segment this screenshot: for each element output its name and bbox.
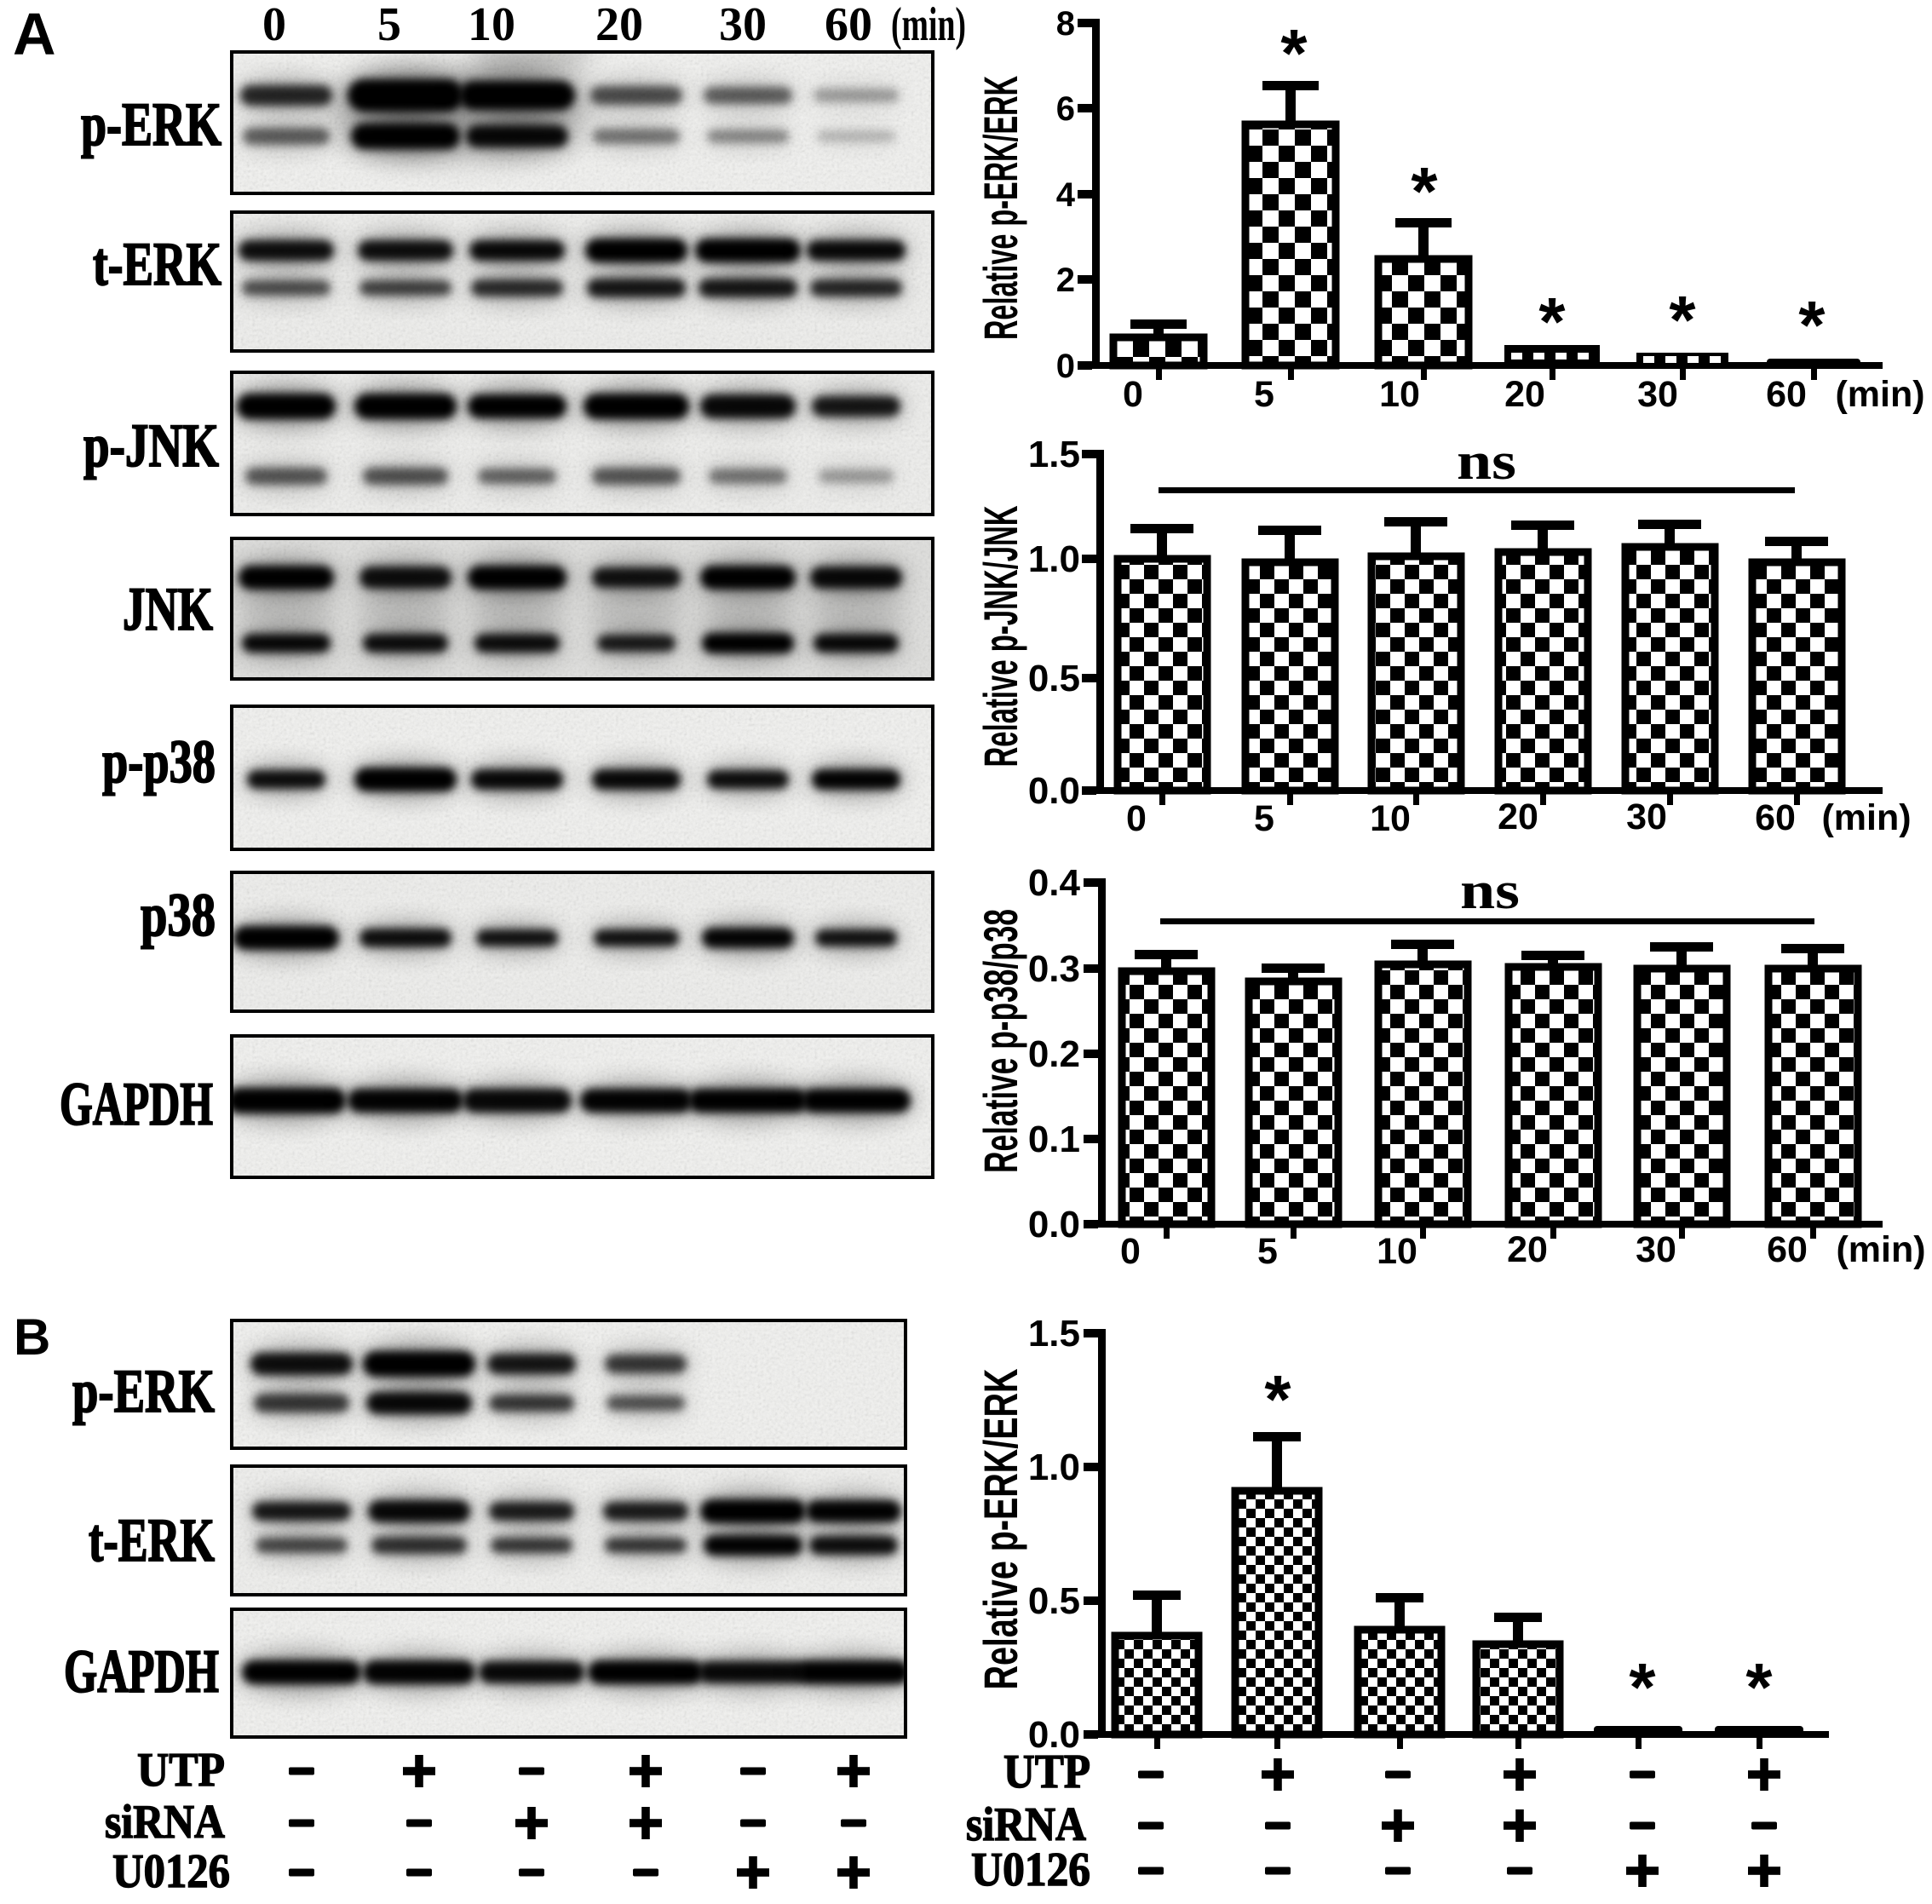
svg-text:60: 60 xyxy=(1766,374,1807,415)
svg-text:0: 0 xyxy=(1123,374,1143,415)
svg-text:0: 0 xyxy=(262,0,286,51)
svg-text:5: 5 xyxy=(1257,1231,1278,1272)
svg-text:B: B xyxy=(14,1309,50,1366)
svg-text:U0126: U0126 xyxy=(971,1844,1090,1896)
svg-text:1.0: 1.0 xyxy=(1028,1447,1080,1488)
svg-text:10: 10 xyxy=(468,0,515,51)
svg-text:0.4: 0.4 xyxy=(1028,862,1081,904)
svg-text:t-ERK: t-ERK xyxy=(89,1506,215,1574)
svg-text:t-ERK: t-ERK xyxy=(93,230,221,298)
svg-text:Relative p-p38/p38: Relative p-p38/p38 xyxy=(974,909,1027,1173)
svg-text:0.5: 0.5 xyxy=(1028,1580,1080,1622)
svg-text:A: A xyxy=(13,1,56,67)
svg-text:UTP: UTP xyxy=(137,1744,225,1797)
svg-text:5: 5 xyxy=(377,0,401,51)
svg-text:siRNA: siRNA xyxy=(966,1798,1086,1851)
svg-text:2: 2 xyxy=(1056,262,1075,299)
svg-text:5: 5 xyxy=(1254,798,1274,839)
svg-text:*: * xyxy=(1264,1361,1291,1437)
svg-text:0.5: 0.5 xyxy=(1028,658,1080,699)
svg-text:10: 10 xyxy=(1370,798,1411,839)
svg-text:20: 20 xyxy=(1498,797,1538,837)
svg-text:60: 60 xyxy=(825,0,872,51)
svg-text:JNK: JNK xyxy=(123,575,213,643)
svg-text:10: 10 xyxy=(1377,1231,1417,1272)
svg-text:ns: ns xyxy=(1457,433,1516,491)
svg-text:*: * xyxy=(1745,1649,1773,1725)
svg-text:Relative p-ERK/ERK: Relative p-ERK/ERK xyxy=(974,1369,1027,1690)
svg-text:(min): (min) xyxy=(891,0,966,51)
svg-text:0: 0 xyxy=(1126,798,1147,839)
svg-text:GAPDH: GAPDH xyxy=(60,1070,213,1138)
svg-text:(min): (min) xyxy=(1836,1229,1925,1270)
svg-text:*: * xyxy=(1280,15,1308,91)
svg-text:*: * xyxy=(1538,284,1566,360)
svg-text:6: 6 xyxy=(1056,90,1075,128)
svg-text:Relative p-JNK/JNK: Relative p-JNK/JNK xyxy=(974,506,1027,768)
svg-text:30: 30 xyxy=(1636,1229,1676,1270)
svg-text:*: * xyxy=(1629,1649,1656,1725)
svg-text:*: * xyxy=(1411,153,1438,229)
svg-text:1.0: 1.0 xyxy=(1028,538,1080,580)
svg-text:ns: ns xyxy=(1460,862,1520,920)
svg-text:p-ERK: p-ERK xyxy=(72,1357,215,1425)
svg-text:(min): (min) xyxy=(1821,797,1911,838)
svg-text:10: 10 xyxy=(1379,374,1420,415)
svg-text:siRNA: siRNA xyxy=(105,1796,225,1849)
svg-text:4: 4 xyxy=(1056,176,1076,214)
svg-text:1.5: 1.5 xyxy=(1028,434,1080,475)
svg-text:20: 20 xyxy=(595,0,643,51)
svg-text:0.0: 0.0 xyxy=(1028,1204,1080,1245)
svg-text:GAPDH: GAPDH xyxy=(64,1637,219,1706)
svg-text:U0126: U0126 xyxy=(112,1845,230,1898)
svg-text:30: 30 xyxy=(1637,374,1678,415)
svg-text:0.0: 0.0 xyxy=(1028,770,1080,812)
svg-text:60: 60 xyxy=(1767,1229,1808,1270)
svg-text:0.3: 0.3 xyxy=(1028,948,1080,990)
svg-text:(min): (min) xyxy=(1835,374,1924,415)
svg-text:1.5: 1.5 xyxy=(1028,1313,1080,1355)
svg-text:30: 30 xyxy=(719,0,767,51)
svg-text:60: 60 xyxy=(1755,797,1796,838)
svg-text:20: 20 xyxy=(1507,1229,1548,1270)
svg-text:5: 5 xyxy=(1254,374,1274,415)
svg-text:UTP: UTP xyxy=(1003,1746,1090,1798)
svg-text:Relative p-ERK/ERK: Relative p-ERK/ERK xyxy=(974,76,1027,340)
svg-text:*: * xyxy=(1798,287,1826,363)
svg-text:p-ERK: p-ERK xyxy=(81,90,221,158)
svg-text:p-JNK: p-JNK xyxy=(83,411,219,480)
svg-text:0: 0 xyxy=(1056,348,1075,385)
svg-text:p-p38: p-p38 xyxy=(102,728,216,796)
svg-text:0.2: 0.2 xyxy=(1028,1033,1080,1075)
svg-text:20: 20 xyxy=(1504,374,1545,415)
svg-text:*: * xyxy=(1669,282,1696,358)
svg-text:0: 0 xyxy=(1120,1231,1141,1272)
svg-text:p38: p38 xyxy=(141,881,216,949)
svg-text:0.1: 0.1 xyxy=(1028,1119,1080,1160)
svg-text:0.0: 0.0 xyxy=(1028,1714,1080,1756)
svg-text:30: 30 xyxy=(1626,797,1667,837)
svg-text:8: 8 xyxy=(1056,5,1075,43)
